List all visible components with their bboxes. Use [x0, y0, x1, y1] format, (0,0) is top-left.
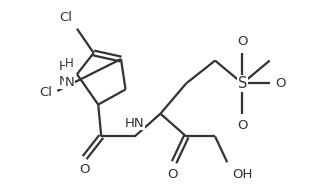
Text: O: O — [79, 163, 90, 176]
Text: N: N — [65, 76, 74, 89]
Text: O: O — [79, 163, 90, 176]
Text: H
N: H N — [59, 60, 69, 88]
Text: HN: HN — [125, 117, 145, 130]
Text: O: O — [167, 168, 178, 181]
Text: O: O — [237, 35, 248, 47]
Text: Cl: Cl — [40, 86, 53, 99]
Text: O: O — [237, 119, 248, 132]
Text: O: O — [275, 77, 286, 90]
Text: Cl: Cl — [40, 86, 53, 99]
Text: O: O — [275, 77, 286, 90]
Text: OH: OH — [233, 168, 253, 181]
Text: O: O — [167, 168, 178, 181]
Text: Cl: Cl — [59, 11, 72, 24]
Text: HN: HN — [125, 117, 145, 130]
Text: OH: OH — [233, 168, 253, 181]
Text: S: S — [238, 76, 247, 91]
Text: O: O — [237, 35, 248, 47]
Text: S: S — [238, 76, 247, 91]
Text: O: O — [237, 119, 248, 132]
Text: Cl: Cl — [59, 11, 72, 24]
Text: H: H — [65, 57, 74, 70]
